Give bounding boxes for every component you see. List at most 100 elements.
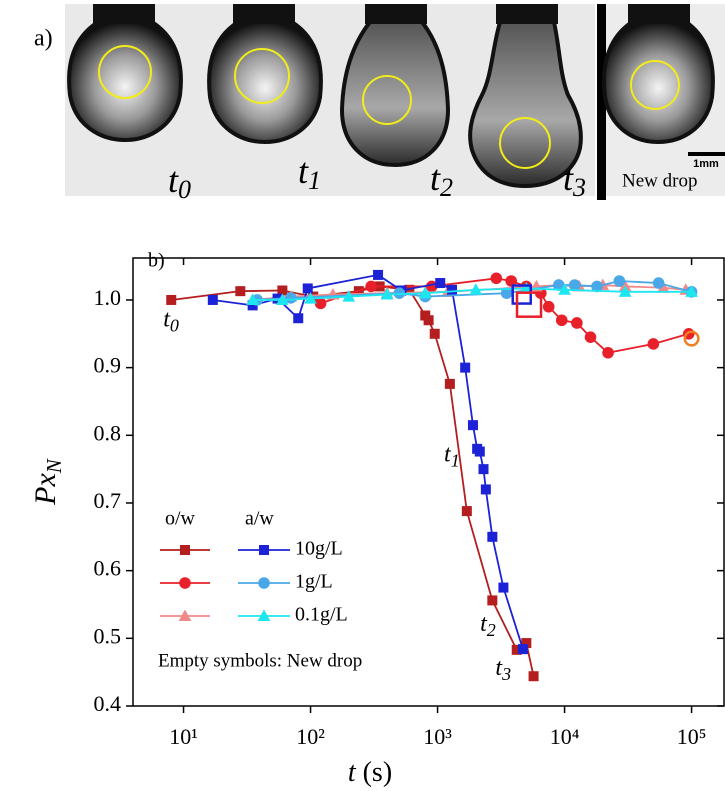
annotation: t2 [480,610,496,640]
marker-square [498,582,509,593]
y-tick-label: 0.4 [94,691,122,716]
y-axis-sub: N [42,458,66,474]
y-tick-label: 0.9 [94,353,122,378]
marker-circle [179,577,191,589]
needle [496,4,558,24]
marker-circle [571,317,583,329]
panel-b: b) t (s) PxN o/w a/w Empty symbols: New … [29,250,725,788]
separator [597,4,606,200]
legend-header: a/w [245,508,274,530]
marker-square [429,328,440,339]
needle [93,4,155,24]
y-tick-label: 0.5 [94,623,122,648]
marker-triangle [342,290,356,302]
y-axis-label: PxN [29,458,66,506]
needle [365,4,427,24]
annotation-sub: 3 [501,664,511,684]
series-line [252,284,686,301]
annotation: t0 [163,306,179,336]
marker-triangle [178,609,192,621]
marker-circle [98,45,152,99]
drop [602,20,715,145]
drop [468,20,583,189]
panel-label: b) [148,250,165,272]
frame-label: t3 [563,158,586,202]
legend-label: 1g/L [295,571,333,593]
drop [67,20,183,143]
marker-square [511,284,532,305]
frame-label-sub: 2 [440,173,453,202]
scale-bar [688,152,725,156]
marker-square [235,286,246,297]
panel-a: a) 1mm New drop t0 t1 t2 t3 [34,4,725,204]
drop [339,20,451,168]
marker-square [460,362,471,373]
frame-label-sub: 1 [308,166,321,195]
x-tick-label: 10⁴ [550,724,580,749]
marker-square [444,378,455,389]
annotation: t3 [495,654,511,684]
marker-square [461,506,472,517]
annotation-sub: 0 [170,315,179,335]
marker-triangle [304,292,317,304]
x-axis-unit: (s) [363,757,393,788]
annotation-sub: 1 [451,451,460,471]
legend-note: Empty symbols: New drop [158,650,362,671]
needle [628,4,690,24]
x-tick-label: 10³ [423,724,452,749]
frame-label-base: t [430,158,441,198]
plot-frame [132,257,725,707]
marker-square [166,294,177,305]
marker-triangle [276,293,289,305]
frame-label: t1 [298,151,321,195]
marker-triangle [558,283,571,295]
x-axis-label: t (s) [348,757,392,788]
annotation-base: t [444,441,452,467]
marker-square [180,545,190,555]
marker-triangle [685,285,698,297]
marker-triangle [618,285,632,297]
marker-square [447,284,458,295]
marker-square [474,446,485,457]
marker-square [293,313,304,324]
frame-labels: t0 t1 t2 t3 [168,151,586,204]
marker-circle [542,300,555,313]
legend-header: o/w [165,508,196,530]
marker-square [480,484,491,495]
y-tick-label: 0.8 [94,420,122,445]
scale-bar-label: 1mm [693,158,719,170]
marker-square [259,545,269,555]
x-axis-symbol: t [348,757,357,788]
marker-square [528,671,539,682]
frame-label: t2 [430,158,453,202]
marker-square [423,315,434,326]
marker-circle [555,314,568,327]
needle [233,4,295,24]
marker-square [487,595,498,606]
marker-triangle [246,293,259,305]
legend-label: 0.1g/L [295,604,348,626]
marker-triangle [257,609,271,621]
marker-circle [613,275,626,287]
marker-circle [285,292,297,304]
marker-circle [234,48,290,104]
y-tick-label: 0.6 [94,556,122,581]
marker-circle [568,279,581,291]
legend-label: 10g/L [295,538,343,560]
marker-triangle [380,288,394,300]
marker-square [302,283,313,294]
frame-label-base: t [298,151,309,191]
y-tick-label: 0.7 [94,488,122,513]
y-tick-label: 1.0 [94,285,122,310]
marker-square [373,269,384,280]
series-line [212,273,524,650]
annotation: t1 [444,441,460,471]
marker-square [435,278,446,289]
marker-square [487,531,498,542]
new-drop-label: New drop [622,170,697,191]
marker-circle [258,577,270,589]
marker-square [517,644,528,655]
frame-label: t0 [168,160,191,204]
marker-circle [362,75,412,125]
